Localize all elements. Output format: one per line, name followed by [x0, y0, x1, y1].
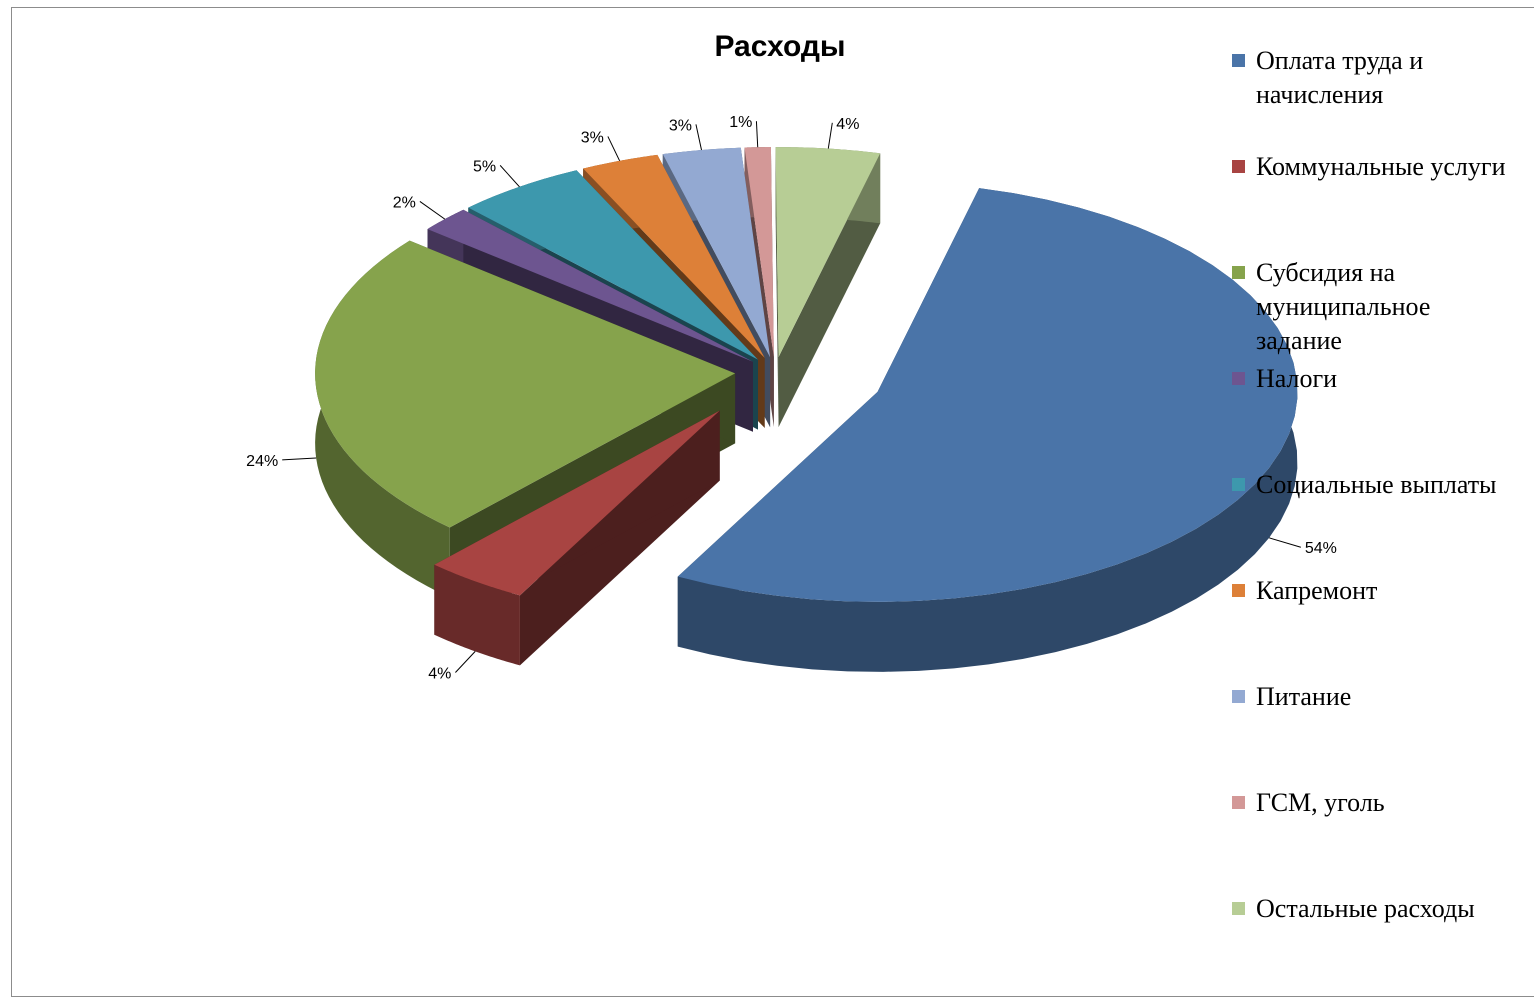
legend-swatch [1232, 54, 1245, 67]
pie-slice-top [775, 147, 881, 358]
pie-slice [434, 410, 720, 666]
data-label: 2% [393, 194, 416, 211]
legend-label: ГСМ, уголь [1256, 788, 1385, 817]
leader-line [499, 165, 520, 188]
pie-slice-top [677, 188, 1298, 602]
legend: Оплата труда и начисления Коммунальные ус… [1232, 44, 1534, 944]
data-label: 24% [246, 453, 278, 470]
legend-swatch [1232, 478, 1245, 491]
legend-label: Коммунальные услуги [1256, 152, 1506, 181]
legend-label: Остальные расходы [1256, 894, 1475, 923]
pie-slice-rim [434, 564, 520, 666]
legend-swatch [1232, 372, 1245, 385]
pie-slice-top [434, 410, 720, 596]
leader-line [282, 457, 317, 461]
leader-line [827, 122, 833, 149]
leader-line [1268, 537, 1301, 548]
data-label: 1% [729, 114, 752, 131]
leader-line [455, 651, 476, 673]
leader-line [755, 121, 759, 148]
pie-slice-top [583, 154, 765, 358]
leader-line [419, 201, 446, 220]
leader-line [695, 124, 702, 151]
pie-slice-wall [775, 147, 779, 428]
legend-label: Налоги [1256, 364, 1338, 393]
pie-slice [677, 188, 1298, 672]
legend-swatch [1232, 584, 1245, 597]
leader-line [607, 136, 621, 162]
legend-swatch [1232, 796, 1245, 809]
legend-swatch [1232, 690, 1245, 703]
legend-swatch [1232, 160, 1245, 173]
pie-slice [775, 147, 881, 428]
pie-slice-top [315, 240, 736, 528]
pie-slice-top [468, 170, 758, 360]
data-label: 3% [581, 129, 604, 146]
data-label: 3% [669, 117, 692, 134]
legend-label: Оплата труда и начисления [1256, 46, 1424, 109]
chart-title: Расходы [714, 30, 846, 63]
data-label: 4% [428, 666, 451, 683]
legend-label: Капремонт [1256, 576, 1378, 605]
pie-slice-wall [778, 153, 881, 428]
legend-label: Питание [1256, 682, 1352, 711]
data-label: 5% [473, 158, 496, 175]
data-label: 54% [1305, 540, 1337, 557]
legend-label: Социальные выплаты [1256, 470, 1497, 499]
pie-slice-top [662, 147, 771, 358]
data-label: 4% [836, 116, 859, 133]
pie-slice-rim [677, 188, 1298, 672]
legend-label: Субсидия на муниципальное задание [1256, 258, 1431, 355]
pie-slice-top [744, 147, 774, 358]
legend-swatch [1232, 902, 1245, 915]
legend-swatch [1232, 266, 1245, 279]
pie-slice-top [427, 209, 753, 362]
